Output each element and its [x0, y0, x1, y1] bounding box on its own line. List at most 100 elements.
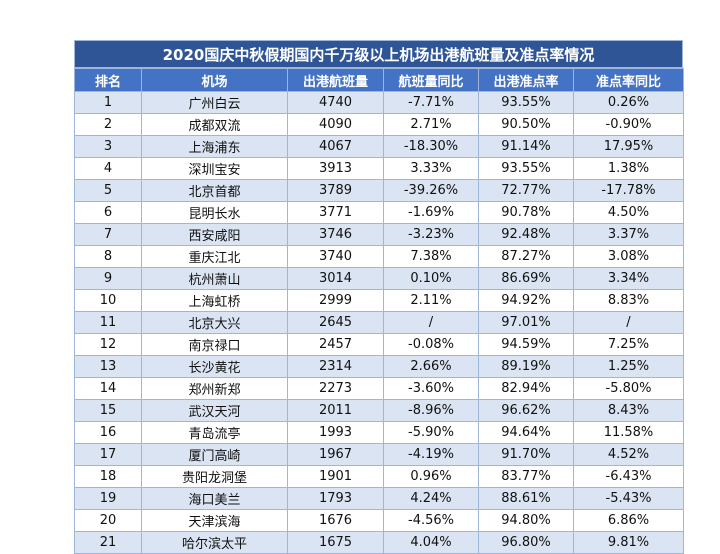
- table-row: 1 广州白云 4740 -7.71% 93.55% 0.26%: [74, 91, 684, 114]
- cell-rank: 1: [74, 91, 142, 114]
- cell-rank: 3: [74, 135, 142, 158]
- cell-departures-yoy: -39.26%: [383, 179, 479, 202]
- cell-ontime-rate: 93.55%: [478, 91, 574, 114]
- cell-airport: 青岛流亭: [141, 421, 288, 444]
- cell-departures-yoy: -18.30%: [383, 135, 479, 158]
- cell-ontime-yoy: 11.58%: [573, 421, 684, 444]
- cell-departures-yoy: /: [383, 311, 479, 334]
- cell-ontime-rate: 94.92%: [478, 289, 574, 312]
- table-row: 18 贵阳龙洞堡 1901 0.96% 83.77% -6.43%: [74, 465, 684, 488]
- cell-departures-yoy: 2.66%: [383, 355, 479, 378]
- cell-ontime-yoy: 0.26%: [573, 91, 684, 114]
- cell-departures: 3771: [287, 201, 384, 224]
- cell-rank: 15: [74, 399, 142, 422]
- cell-rank: 18: [74, 465, 142, 488]
- cell-departures: 1675: [287, 531, 384, 554]
- cell-departures-yoy: 3.33%: [383, 157, 479, 180]
- table-row: 15 武汉天河 2011 -8.96% 96.62% 8.43%: [74, 399, 684, 422]
- cell-departures: 1967: [287, 443, 384, 466]
- cell-departures: 1793: [287, 487, 384, 510]
- cell-departures-yoy: -7.71%: [383, 91, 479, 114]
- cell-ontime-yoy: 3.37%: [573, 223, 684, 246]
- cell-airport: 成都双流: [141, 113, 288, 136]
- cell-ontime-yoy: -5.43%: [573, 487, 684, 510]
- cell-departures: 4740: [287, 91, 384, 114]
- cell-airport: 深圳宝安: [141, 157, 288, 180]
- cell-departures-yoy: 0.96%: [383, 465, 479, 488]
- cell-departures: 3913: [287, 157, 384, 180]
- cell-ontime-yoy: -0.90%: [573, 113, 684, 136]
- cell-rank: 21: [74, 531, 142, 554]
- cell-departures: 2457: [287, 333, 384, 356]
- cell-ontime-rate: 89.19%: [478, 355, 574, 378]
- cell-ontime-rate: 94.64%: [478, 421, 574, 444]
- cell-rank: 20: [74, 509, 142, 532]
- cell-ontime-rate: 91.14%: [478, 135, 574, 158]
- cell-airport: 重庆江北: [141, 245, 288, 268]
- cell-airport: 北京大兴: [141, 311, 288, 334]
- cell-ontime-yoy: /: [573, 311, 684, 334]
- cell-departures-yoy: 2.11%: [383, 289, 479, 312]
- cell-airport: 昆明长水: [141, 201, 288, 224]
- cell-airport: 西安咸阳: [141, 223, 288, 246]
- cell-ontime-yoy: 9.81%: [573, 531, 684, 554]
- table-row: 10 上海虹桥 2999 2.11% 94.92% 8.83%: [74, 289, 684, 312]
- cell-ontime-rate: 91.70%: [478, 443, 574, 466]
- cell-ontime-rate: 92.48%: [478, 223, 574, 246]
- cell-airport: 北京首都: [141, 179, 288, 202]
- cell-rank: 10: [74, 289, 142, 312]
- cell-departures-yoy: -0.08%: [383, 333, 479, 356]
- cell-departures: 1901: [287, 465, 384, 488]
- airport-table: 排名 机场 出港航班量 航班量同比 出港准点率 准点率同比 1 广州白云 4740-…: [74, 68, 684, 554]
- airport-table-sheet: 2020国庆中秋假期国内千万级以上机场出港航班量及准点率情况 排名 机场 出港航…: [74, 40, 684, 554]
- table-row: 8 重庆江北 3740 7.38% 87.27% 3.08%: [74, 245, 684, 268]
- cell-rank: 16: [74, 421, 142, 444]
- cell-ontime-rate: 90.50%: [478, 113, 574, 136]
- cell-ontime-rate: 72.77%: [478, 179, 574, 202]
- cell-ontime-yoy: 1.25%: [573, 355, 684, 378]
- cell-departures: 2314: [287, 355, 384, 378]
- cell-ontime-rate: 90.78%: [478, 201, 574, 224]
- cell-rank: 9: [74, 267, 142, 290]
- cell-ontime-yoy: -17.78%: [573, 179, 684, 202]
- header-departures: 出港航班量: [287, 68, 384, 92]
- cell-ontime-yoy: 1.38%: [573, 157, 684, 180]
- cell-departures-yoy: 0.10%: [383, 267, 479, 290]
- cell-departures-yoy: -8.96%: [383, 399, 479, 422]
- cell-departures-yoy: 7.38%: [383, 245, 479, 268]
- header-ontime-yoy: 准点率同比: [573, 68, 684, 92]
- cell-departures-yoy: -3.23%: [383, 223, 479, 246]
- cell-ontime-rate: 96.62%: [478, 399, 574, 422]
- cell-departures-yoy: 4.04%: [383, 531, 479, 554]
- header-row: 排名 机场 出港航班量 航班量同比 出港准点率 准点率同比: [74, 68, 684, 92]
- cell-rank: 12: [74, 333, 142, 356]
- header-departures-yoy: 航班量同比: [383, 68, 479, 92]
- table-row: 19 海口美兰 1793 4.24% 88.61% -5.43%: [74, 487, 684, 510]
- cell-ontime-yoy: 3.34%: [573, 267, 684, 290]
- cell-rank: 13: [74, 355, 142, 378]
- cell-rank: 7: [74, 223, 142, 246]
- cell-airport: 厦门高崎: [141, 443, 288, 466]
- cell-rank: 14: [74, 377, 142, 400]
- header-ontime-rate: 出港准点率: [478, 68, 574, 92]
- cell-departures: 2011: [287, 399, 384, 422]
- cell-airport: 长沙黄花: [141, 355, 288, 378]
- table-row: 11 北京大兴 2645/97.01% /: [74, 311, 684, 334]
- cell-ontime-rate: 83.77%: [478, 465, 574, 488]
- cell-airport: 上海虹桥: [141, 289, 288, 312]
- cell-ontime-rate: 96.80%: [478, 531, 574, 554]
- cell-departures: 1676: [287, 509, 384, 532]
- cell-departures: 3746: [287, 223, 384, 246]
- cell-ontime-rate: 87.27%: [478, 245, 574, 268]
- cell-departures: 4067: [287, 135, 384, 158]
- cell-rank: 17: [74, 443, 142, 466]
- cell-departures-yoy: -4.56%: [383, 509, 479, 532]
- cell-airport: 哈尔滨太平: [141, 531, 288, 554]
- cell-departures: 3740: [287, 245, 384, 268]
- table-row: 13 长沙黄花 2314 2.66% 89.19% 1.25%: [74, 355, 684, 378]
- table-row: 5 北京首都 3789 -39.26% 72.77% -17.78%: [74, 179, 684, 202]
- cell-ontime-yoy: 8.43%: [573, 399, 684, 422]
- cell-ontime-rate: 93.55%: [478, 157, 574, 180]
- cell-ontime-yoy: -5.80%: [573, 377, 684, 400]
- cell-ontime-rate: 88.61%: [478, 487, 574, 510]
